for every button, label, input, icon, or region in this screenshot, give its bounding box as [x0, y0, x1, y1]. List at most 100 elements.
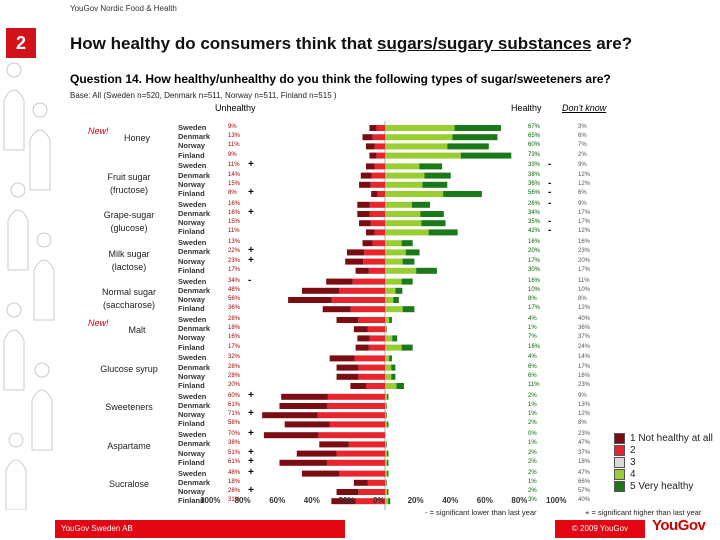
- country-label: Finland: [178, 342, 205, 352]
- bar-level-5: [387, 489, 389, 495]
- bar-level-2: [367, 326, 385, 333]
- bar-level-2: [327, 393, 385, 400]
- dont-know-value: 8%: [578, 420, 587, 427]
- bar-level-1: [365, 163, 375, 170]
- bar-level-5: [401, 344, 413, 351]
- product-label: Aspartame: [107, 440, 151, 451]
- country-label: Sweden: [178, 199, 207, 209]
- x-tick-label: 0%: [373, 496, 385, 505]
- bar-level-5: [402, 306, 415, 313]
- bar-level-4: [385, 383, 397, 389]
- sig-marker-unhealthy: -: [248, 274, 252, 286]
- bar-level-1: [353, 326, 368, 333]
- bar-level-5: [420, 211, 444, 217]
- unhealthy-value: 28%: [228, 488, 241, 494]
- healthy-value: 65%: [528, 133, 541, 140]
- bar-level-5: [391, 364, 396, 371]
- legend-swatch: [614, 445, 625, 456]
- country-label: Sweden: [178, 123, 207, 132]
- product-label: Glucose syrup: [100, 363, 158, 374]
- bar-level-1: [279, 403, 327, 409]
- country-label: Denmark: [178, 170, 211, 180]
- unhealthy-value: 17%: [228, 266, 241, 273]
- bar-level-2: [318, 432, 385, 439]
- bar-level-2: [374, 163, 385, 170]
- title-suffix: are?: [591, 34, 633, 53]
- bar-level-2: [317, 412, 385, 419]
- bar-level-2: [339, 287, 385, 294]
- healthy-value: 2%: [528, 420, 537, 427]
- bar-level-5: [405, 249, 420, 256]
- unhealthy-value: 18%: [228, 325, 241, 332]
- dont-know-value: 3%: [578, 124, 587, 130]
- bar-level-2: [365, 383, 385, 389]
- bar-level-4: [385, 278, 402, 285]
- unhealthy-label: Unhealthy: [215, 103, 256, 113]
- country-label: Denmark: [178, 132, 211, 142]
- bar-level-1: [301, 287, 340, 294]
- healthy-value: 17%: [528, 257, 541, 264]
- dont-know-value: 23%: [578, 248, 591, 255]
- bar-level-1: [360, 172, 372, 179]
- bar-level-2: [352, 278, 385, 285]
- bar-level-5: [387, 459, 389, 466]
- x-tick-label: 20%: [407, 496, 424, 505]
- healthy-value: 33%: [528, 162, 541, 169]
- footer-copyright: © 2009 YouGov: [555, 520, 645, 538]
- unhealthy-value: 28%: [228, 363, 241, 370]
- healthy-value: 7%: [528, 334, 537, 341]
- bar-level-4: [385, 459, 388, 466]
- bar-level-1: [345, 258, 364, 265]
- bar-level-1: [322, 306, 351, 313]
- country-label: Sweden: [178, 315, 207, 324]
- bar-level-5: [389, 317, 392, 323]
- unhealthy-value: 9%: [228, 151, 237, 158]
- country-label: Sweden: [178, 276, 207, 286]
- country-label: Norway: [178, 141, 206, 151]
- unhealthy-value: 28%: [228, 372, 241, 379]
- sig-marker-unhealthy: +: [248, 159, 254, 171]
- unhealthy-value: 56%: [228, 296, 241, 302]
- bar-level-1: [329, 355, 355, 362]
- country-label: Norway: [178, 179, 206, 189]
- page-title: How healthy do consumers think that suga…: [70, 34, 632, 54]
- dont-know-value: 7%: [578, 142, 587, 149]
- dont-know-value: 47%: [578, 440, 591, 447]
- unhealthy-value: 11%: [228, 142, 240, 149]
- bar-level-1: [319, 441, 349, 448]
- country-label: Sweden: [178, 430, 207, 440]
- bar-level-5: [422, 181, 448, 188]
- sig-marker-unhealthy: +: [248, 207, 254, 218]
- bar-level-1: [350, 383, 366, 389]
- x-tick-label: 60%: [269, 496, 286, 505]
- bar-level-5: [416, 267, 437, 274]
- unhealthy-value: 31%: [228, 497, 241, 504]
- legend-label: 1 Not healthy at all: [630, 433, 713, 444]
- bar-level-5: [421, 220, 446, 227]
- x-tick-label: 60%: [476, 496, 493, 505]
- bar-level-5: [386, 441, 387, 448]
- country-label: Norway: [178, 448, 206, 458]
- country-label: Norway: [178, 295, 206, 304]
- product-label: Sucralose: [108, 479, 150, 489]
- bar-level-2: [369, 201, 385, 208]
- dont-know-value: 11%: [578, 277, 590, 284]
- healthy-value: 4%: [528, 354, 537, 361]
- bar-level-5: [389, 355, 392, 362]
- bar-level-5: [424, 172, 451, 179]
- bar-level-1: [359, 181, 371, 188]
- title-underlined: sugars/sugary substances: [376, 34, 592, 53]
- country-label: Denmark: [178, 439, 211, 449]
- bar-level-2: [374, 143, 385, 150]
- bar-level-5: [454, 125, 501, 131]
- bar-level-5: [388, 498, 391, 505]
- legend-label: 4: [630, 469, 636, 480]
- country-label: Norway: [178, 256, 206, 266]
- legend-swatch: [614, 469, 625, 480]
- bar-level-4: [385, 163, 420, 170]
- bar-level-2: [376, 125, 385, 131]
- bar-level-4: [385, 172, 425, 179]
- bar-level-4: [385, 421, 388, 428]
- bar-level-1: [336, 317, 359, 323]
- bar-level-1: [326, 278, 353, 285]
